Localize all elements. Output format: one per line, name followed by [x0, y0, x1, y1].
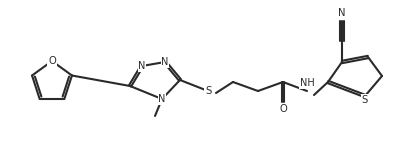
Text: N: N: [138, 61, 146, 71]
Text: N: N: [161, 57, 169, 67]
Text: S: S: [205, 86, 211, 96]
Text: NH: NH: [300, 78, 315, 88]
Text: O: O: [48, 56, 56, 66]
Text: O: O: [279, 104, 287, 114]
Text: N: N: [338, 8, 346, 18]
Text: S: S: [362, 95, 368, 105]
Text: N: N: [158, 94, 166, 104]
